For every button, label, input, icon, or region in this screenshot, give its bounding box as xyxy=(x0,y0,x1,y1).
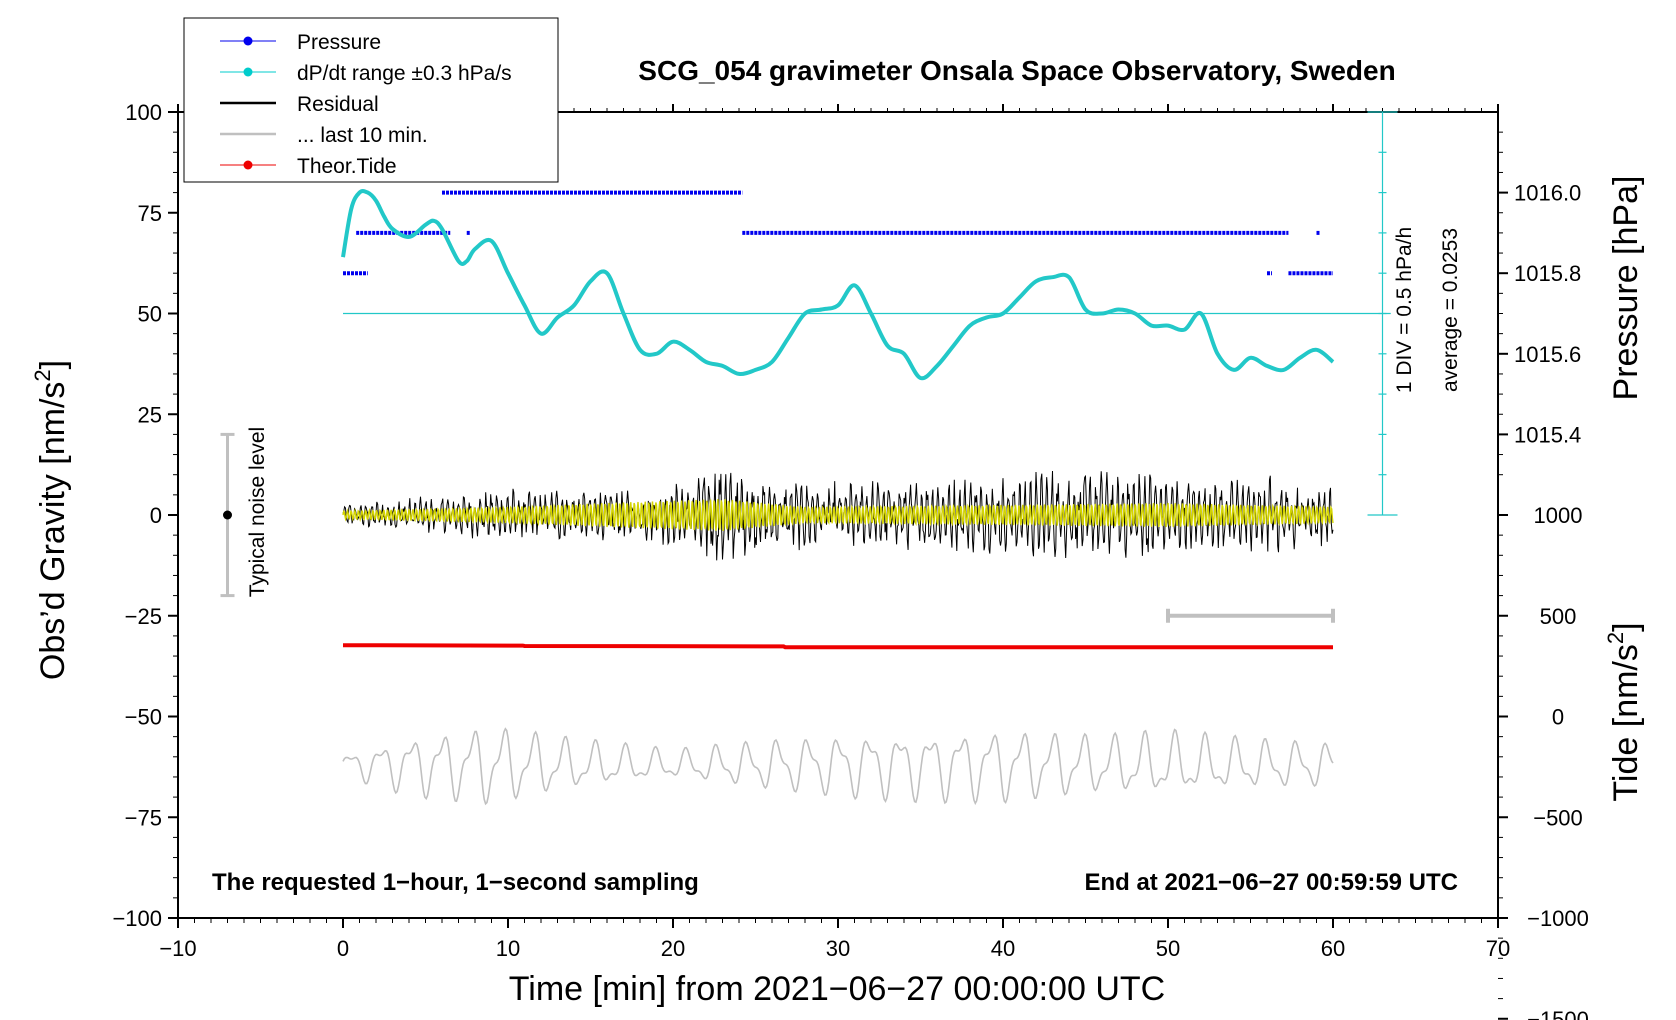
tide-tick-label: 0 xyxy=(1552,705,1564,730)
tide-tick-label: 1000 xyxy=(1534,503,1583,528)
y-axis-pressure: 1016.0 1015.8 1015.6 1015.4 xyxy=(1498,131,1581,476)
y-axis-tide: 1000 500 0 −500 −1000 −1500 xyxy=(1498,503,1589,1020)
theoretical-tide-line xyxy=(342,643,1333,650)
legend-label: Residual xyxy=(297,93,379,116)
pressure-tick-label: 1015.8 xyxy=(1514,261,1581,286)
legend-label: Theor.Tide xyxy=(297,155,397,178)
legend-label: dP/dt range ±0.3 hPa/s xyxy=(297,62,512,85)
noise-level-center-dot xyxy=(223,510,232,520)
residual-filtered-trace xyxy=(342,499,1334,531)
x-tick-label: 10 xyxy=(496,936,520,961)
y-axis-left-title: Obs’d Gravity [nm/s2] xyxy=(30,360,72,680)
average-note: average = 0.0253 xyxy=(1439,228,1462,392)
y-axis-gravity: 100 75 50 25 0 −25 −50 −75 −100 xyxy=(112,100,178,931)
legend-label: ... last 10 min. xyxy=(297,124,428,147)
last-10-min-trace xyxy=(342,727,1334,806)
pressure-tick-label: 1015.4 xyxy=(1514,422,1581,447)
y-tick-label: 100 xyxy=(125,100,162,125)
y-axis-pressure-title: Pressure [hPa] xyxy=(1607,176,1645,401)
x-tick-label: 20 xyxy=(661,936,685,961)
y-tick-label: −75 xyxy=(125,805,162,830)
y-tick-label: 50 xyxy=(138,302,162,327)
legend-swatch-marker xyxy=(243,36,253,46)
legend: Pressure dP/dt range ±0.3 hPa/s Residual..… xyxy=(183,17,559,183)
tide-tick-label: 500 xyxy=(1540,604,1577,629)
y-axis-tide-title: Tide [nm/s2] xyxy=(1603,622,1645,801)
sampling-note: The requested 1−hour, 1−second sampling xyxy=(212,869,699,896)
tide-tick-label: −500 xyxy=(1533,805,1583,830)
scale-note: 1 DIV = 0.5 hPa/h xyxy=(1393,227,1416,393)
x-axis-title: Time [min] from 2021−06−27 00:00:00 UTC xyxy=(509,970,1165,1008)
noise-level-label: Typical noise level xyxy=(246,427,269,597)
y-tick-label: 25 xyxy=(138,402,162,427)
legend-box xyxy=(183,17,559,183)
y-tick-label: 75 xyxy=(138,201,162,226)
end-time-note: End at 2021−06−27 00:59:59 UTC xyxy=(1084,869,1458,896)
x-tick-label: −10 xyxy=(159,936,196,961)
legend-swatch-marker xyxy=(243,160,253,170)
pressure-tick-label: 1015.6 xyxy=(1514,342,1581,367)
legend-swatch-marker xyxy=(243,67,253,77)
y-tick-label: −25 xyxy=(125,604,162,629)
x-tick-label: 60 xyxy=(1321,936,1345,961)
x-tick-label: 70 xyxy=(1486,936,1510,961)
x-axis: −10 0 10 20 30 40 50 60 70 xyxy=(159,104,1510,961)
tide-tick-label: −1000 xyxy=(1527,906,1589,931)
series-layer xyxy=(341,189,1335,806)
y-tick-label: −100 xyxy=(112,906,162,931)
y-tick-label: −50 xyxy=(125,705,162,730)
annotations xyxy=(220,111,1398,623)
dpdt-curve xyxy=(341,189,1335,381)
x-tick-label: 30 xyxy=(826,936,850,961)
pressure-tick-label: 1016.0 xyxy=(1514,181,1581,206)
y-tick-label: 0 xyxy=(150,503,162,528)
x-tick-label: 0 xyxy=(337,936,349,961)
tide-tick-label: −1500 xyxy=(1527,1007,1589,1020)
chart-title: SCG_054 gravimeter Onsala Space Observat… xyxy=(638,55,1395,86)
legend-label: Pressure xyxy=(297,31,381,54)
x-tick-label: 50 xyxy=(1156,936,1180,961)
x-tick-label: 40 xyxy=(991,936,1015,961)
